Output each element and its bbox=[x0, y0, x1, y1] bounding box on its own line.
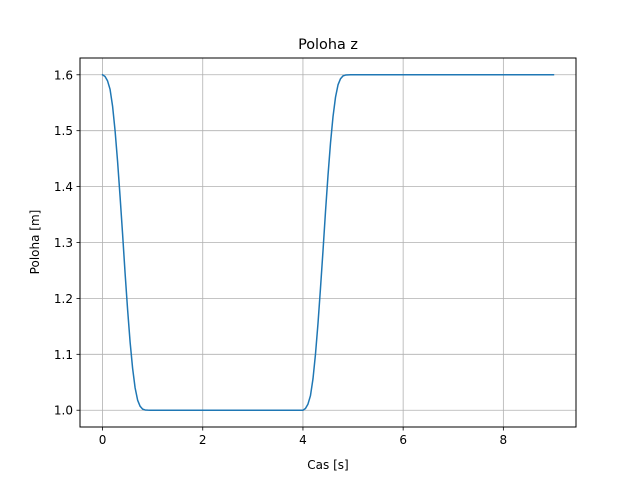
x-tick-label: 4 bbox=[299, 433, 307, 447]
x-tick-label: 6 bbox=[399, 433, 407, 447]
chart-title: Poloha z bbox=[298, 37, 358, 53]
x-tick-label: 8 bbox=[500, 433, 508, 447]
x-axis-label: Cas [s] bbox=[307, 458, 348, 472]
y-tick-label: 1.0 bbox=[54, 404, 73, 418]
y-axis-label: Poloha [m] bbox=[28, 210, 42, 275]
series-line bbox=[101, 73, 555, 411]
y-tick-label: 1.6 bbox=[54, 68, 73, 82]
y-axis-ticks: 1.0 1.1 1.2 1.3 1.4 1.5 1.6 bbox=[54, 68, 80, 418]
y-tick-label: 1.3 bbox=[54, 236, 73, 250]
y-tick-label: 1.5 bbox=[54, 124, 73, 138]
y-tick-label: 1.4 bbox=[54, 180, 73, 194]
y-tick-label: 1.2 bbox=[54, 292, 73, 306]
series-layer bbox=[101, 73, 555, 411]
x-axis-ticks: 0 2 4 6 8 bbox=[99, 427, 507, 447]
y-tick-label: 1.1 bbox=[54, 348, 73, 362]
x-tick-label: 2 bbox=[199, 433, 207, 447]
x-tick-label: 0 bbox=[99, 433, 107, 447]
